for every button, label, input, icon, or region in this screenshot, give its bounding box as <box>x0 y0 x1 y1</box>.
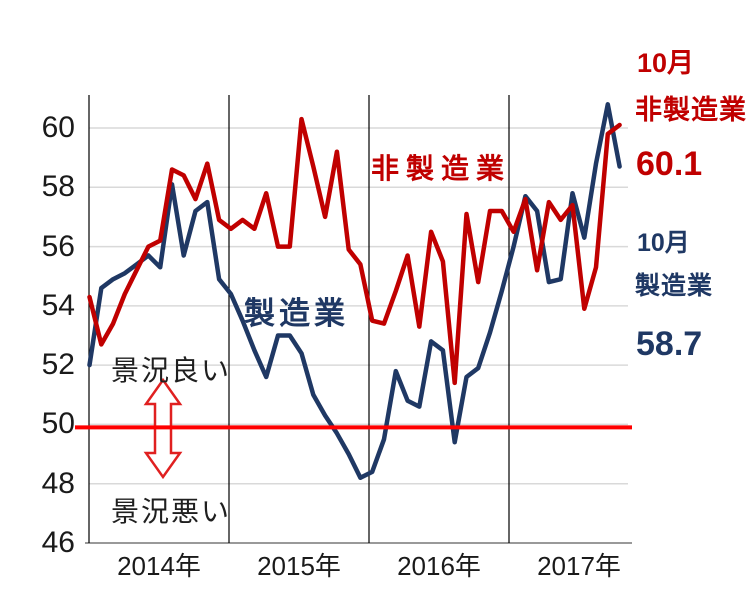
latest-mfg-value: 58.7 <box>636 325 703 363</box>
y-tick-label: 56 <box>41 229 75 263</box>
latest-nonmfg-name: 非製造業 <box>635 95 747 125</box>
series-label-manufacturing: 製造業 <box>244 296 349 331</box>
y-tick-label: 52 <box>41 348 75 382</box>
annotation-bad-conditions: 景況悪い <box>111 496 232 527</box>
y-tick-label: 50 <box>41 407 75 441</box>
annotation-good-conditions: 景況良い <box>111 355 232 386</box>
gridlines <box>89 127 628 485</box>
y-tick-label: 48 <box>41 466 75 500</box>
latest-mfg-month: 10月 <box>637 229 690 257</box>
y-tick-label: 58 <box>41 170 75 204</box>
x-tick-label: 2014年 <box>117 551 201 581</box>
y-tick-label: 60 <box>41 111 75 144</box>
year-divider-lines <box>88 95 510 543</box>
y-tick-label: 46 <box>41 526 75 559</box>
x-tick-label: 2016年 <box>397 551 481 581</box>
latest-nonmfg-month: 10月 <box>637 48 695 78</box>
x-tick-label: 2017年 <box>537 551 621 581</box>
x-tick-label: 2015年 <box>257 551 341 581</box>
manufacturing-line <box>87 102 622 481</box>
latest-mfg-name: 製造業 <box>635 272 714 300</box>
latest-nonmfg-value: 60.1 <box>636 145 703 183</box>
series-label-nonmanufacturing: 非製造業 <box>371 153 512 184</box>
y-tick-label: 54 <box>41 288 75 322</box>
nonmanufacturing-line <box>87 116 622 386</box>
